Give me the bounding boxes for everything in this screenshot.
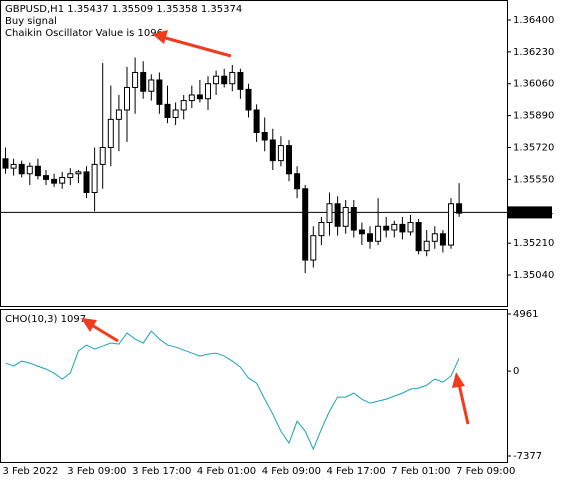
candle-body [358, 229, 365, 235]
candle-body [10, 163, 17, 169]
x-tick-label: 7 Feb 09:00 [456, 466, 515, 477]
x-tick-label: 7 Feb 01:00 [391, 466, 450, 477]
y-tick-label: 0 [513, 366, 519, 377]
arrow [161, 35, 232, 58]
x-tick-label: 4 Feb 01:00 [197, 466, 256, 477]
candle-body [261, 131, 268, 141]
y-tick-label: 4961 [513, 309, 538, 320]
candle-body [148, 79, 155, 92]
candle-body [91, 163, 98, 194]
candle-body [439, 233, 446, 246]
candle-body [51, 178, 58, 184]
y-tick-label: 1.35210 [513, 238, 554, 249]
candle-body [342, 207, 349, 227]
candle-body [2, 158, 9, 169]
x-tick-label: 3 Feb 17:00 [132, 466, 191, 477]
y-tick-label: 1.36230 [513, 47, 554, 58]
indicator-title: CHO(10,3) 1097 [5, 314, 86, 325]
candle-body [132, 71, 139, 88]
candle-body [431, 233, 438, 242]
candle-body [253, 109, 260, 133]
candle-body [229, 71, 236, 85]
candle-body [399, 223, 406, 233]
candle-body [302, 188, 309, 261]
candle-body [415, 222, 422, 252]
candle-body [43, 175, 49, 180]
y-tick-label: 1.35890 [513, 111, 554, 122]
candle-body [115, 109, 122, 120]
symbol-header: GBPUSD,H1 1.35437 1.35509 1.35358 1.3537… [5, 4, 242, 15]
y-tick-label: 1.35550 [513, 174, 554, 185]
candle-body [294, 173, 301, 190]
candle-body [310, 235, 317, 261]
candle-body [156, 79, 163, 105]
candle-body [326, 203, 333, 224]
candle-body [245, 88, 252, 111]
arrow-head [152, 30, 168, 44]
price-panel [0, 0, 508, 307]
candle-body [448, 203, 454, 246]
candle-body [140, 71, 147, 92]
candle-body [83, 171, 90, 194]
candle-body [407, 222, 414, 233]
y-tick-label: 1.35040 [513, 270, 554, 281]
candle-body [172, 109, 179, 118]
candle-body [391, 223, 398, 231]
candle-body [367, 233, 373, 242]
candle-body [375, 225, 382, 242]
candle-body [67, 173, 74, 179]
candle-body [34, 165, 41, 177]
candle-body [196, 94, 203, 100]
candle-body [221, 75, 228, 85]
candle-body [269, 139, 276, 162]
candle-body [164, 103, 171, 118]
candle-body [383, 225, 390, 231]
candle-body [423, 240, 430, 252]
candle-body [213, 75, 220, 85]
current-price-label: 1.35374 [512, 207, 553, 218]
candle-body [26, 165, 33, 175]
oscillator-value-text: Chaikin Oscillator Value is 1096 [5, 28, 163, 39]
current-price-box [508, 206, 552, 219]
x-tick-label: 4 Feb 17:00 [327, 466, 386, 477]
candle-body [318, 222, 325, 237]
arrow-head [452, 372, 465, 388]
candle-body [334, 203, 341, 227]
oscillator-line [5, 330, 460, 451]
candle-body [75, 171, 82, 175]
candle-body [124, 86, 130, 111]
candle-body [456, 203, 463, 214]
candle-body [205, 83, 211, 100]
y-tick-label: 1.36400 [513, 15, 554, 26]
x-tick-label: 4 Feb 09:00 [262, 466, 321, 477]
x-tick-label: 3 Feb 09:00 [67, 466, 126, 477]
candle-body [180, 100, 187, 111]
arrows [81, 30, 470, 425]
candle-body [350, 207, 357, 231]
candle-body [188, 94, 195, 102]
x-tick-label: 3 Feb 2022 [3, 466, 59, 477]
oscillator-panel [0, 309, 508, 463]
arrow-head [81, 318, 97, 332]
candle-body [99, 146, 106, 165]
arrow [457, 383, 470, 425]
y-tick-label: 1.36060 [513, 79, 554, 90]
candle-body [18, 163, 25, 175]
candle-body [237, 71, 244, 90]
candle-body [277, 145, 284, 162]
candle-body [107, 118, 114, 148]
arrow [89, 322, 119, 343]
signal-text: Buy signal [5, 16, 57, 27]
candle-body [59, 177, 66, 184]
y-tick-label: -7377 [513, 451, 542, 462]
candle-body [286, 145, 292, 175]
y-tick-label: 1.35720 [513, 142, 554, 153]
